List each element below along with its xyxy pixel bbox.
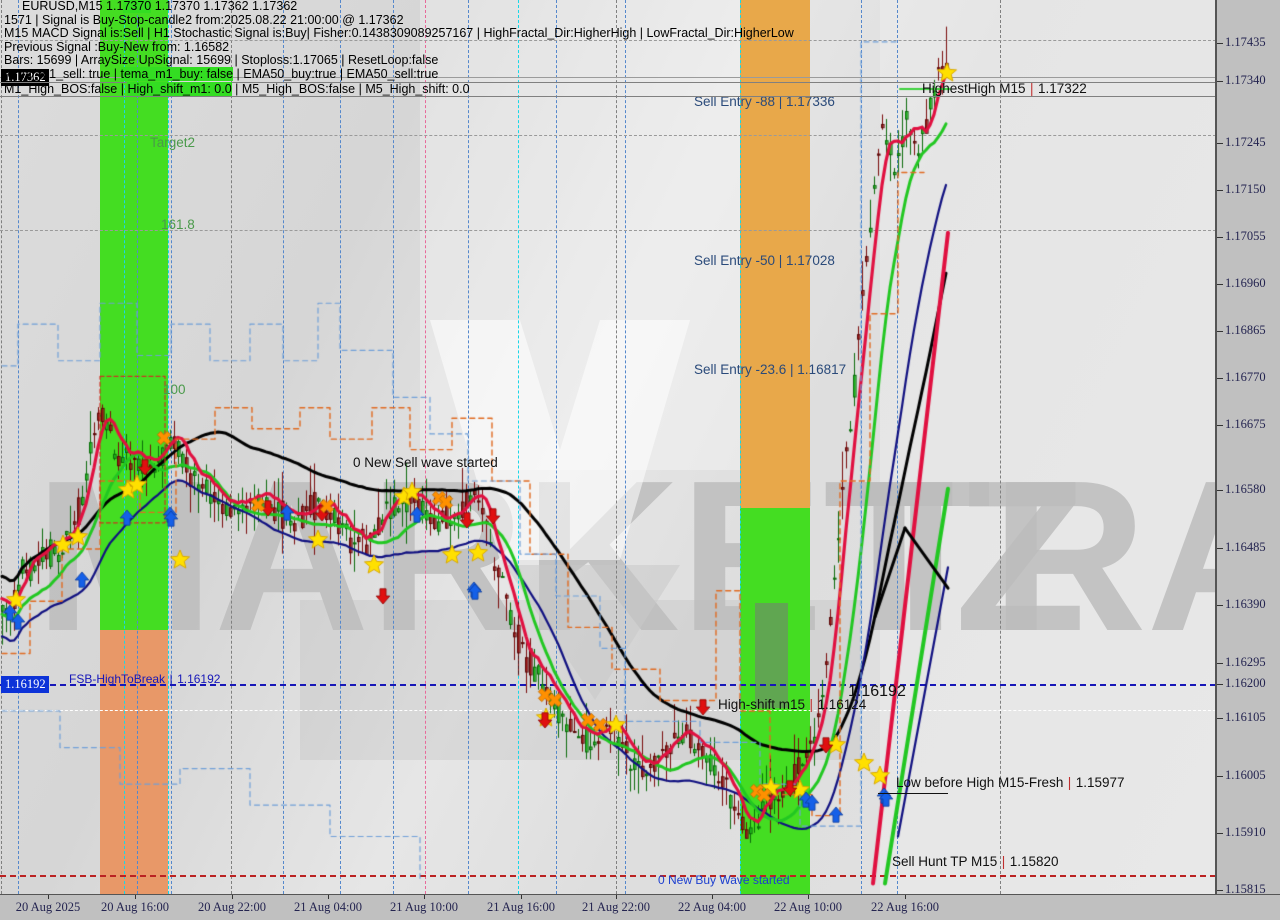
price-tick-label-16: 1.15910 [1225, 825, 1266, 839]
info-line-3: Previous Signal :Buy-New from: 1.16582 [4, 39, 230, 54]
annotation-fib-161-8: 161.8 [161, 217, 195, 232]
price-tick-9 [1217, 490, 1223, 491]
annotation-fsb-label: FSB-HighToBreak [69, 672, 166, 686]
price-tick-label-7: 1.16770 [1225, 370, 1266, 384]
price-tick-6 [1217, 331, 1223, 332]
price-tick-label-3: 1.17150 [1225, 182, 1266, 196]
annotation-fsb-high-to-break: FSB-HighToBreak | 1.16192 [69, 670, 220, 688]
time-tick-7 [712, 895, 713, 899]
time-tick-label-4: 21 Aug 10:00 [389, 900, 459, 914]
time-tick-5 [521, 895, 522, 899]
time-tick-label-8: 22 Aug 10:00 [773, 900, 843, 914]
price-tick-label-14: 1.16105 [1225, 710, 1266, 724]
price-tick-7 [1217, 378, 1223, 379]
price-tick-label-11: 1.16390 [1225, 597, 1266, 611]
annotation-fsb-value: 1.16192 [177, 672, 221, 686]
price-tick-label-5: 1.16960 [1225, 276, 1266, 290]
price-tick-16 [1217, 833, 1223, 834]
annotation-sell-hunt-tp-value: 1.15820 [1009, 854, 1059, 869]
price-tick-label-10: 1.16485 [1225, 540, 1266, 554]
price-tick-5 [1217, 284, 1223, 285]
annotation-low-before-high-value: 1.15977 [1075, 775, 1125, 790]
time-tick-label-1: 20 Aug 16:00 [100, 900, 170, 914]
price-tick-8 [1217, 425, 1223, 426]
annotation-sell-entry-236: Sell Entry -23.6 | 1.16817 [694, 362, 847, 377]
time-tick-2 [232, 895, 233, 899]
price-tick-14 [1217, 718, 1223, 719]
price-tick-label-8: 1.16675 [1225, 417, 1266, 431]
annotation-low-before-high: Low before High M15-Fresh | 1.15977 [896, 774, 1125, 792]
time-tick-label-9: 22 Aug 16:00 [870, 900, 940, 914]
price-tick-2 [1217, 143, 1223, 144]
annotation-high-shift-m15: High-shift m15 | 1.16124 [718, 696, 866, 714]
info-line-1: 1571 | Signal is Buy-Stop-candle2 from:2… [4, 12, 404, 27]
annotation-new-buy-wave: 0 New Buy Wave started [658, 873, 790, 887]
price-tick-label-4: 1.17055 [1225, 229, 1266, 243]
time-tick-label-0: 20 Aug 2025 [15, 900, 81, 914]
time-tick-4 [424, 895, 425, 899]
price-tick-10 [1217, 548, 1223, 549]
time-tick-label-2: 20 Aug 22:00 [197, 900, 267, 914]
info-line-6: M1_High_BOS:false | High_shift_m1: 0.0 |… [0, 81, 1216, 98]
price-axis[interactable]: 1.17435 1.17340 1.17245 1.17150 1.17055 1.169… [1216, 0, 1280, 896]
time-tick-1 [135, 895, 136, 899]
annotation-new-sell-wave: 0 New Sell wave started [353, 455, 498, 470]
price-tick-1 [1217, 81, 1223, 82]
time-tick-9 [905, 895, 906, 899]
annotation-fib-100: 100 [163, 382, 186, 397]
annotation-high-shift-sep: | [809, 697, 814, 712]
annotation-low-before-high-underline [878, 793, 948, 794]
time-tick-0 [48, 895, 49, 899]
price-tick-12 [1217, 663, 1223, 664]
time-tick-8 [808, 895, 809, 899]
annotation-price-callout: 1.16192 [848, 683, 906, 700]
price-tick-0 [1217, 43, 1223, 44]
time-axis[interactable]: 20 Aug 2025 20 Aug 16:00 20 Aug 22:00 21 Au… [0, 894, 1280, 920]
price-tick-label-12: 1.16295 [1225, 655, 1266, 669]
annotation-sell-hunt-tp: Sell Hunt TP M15 | 1.15820 [892, 853, 1059, 871]
info-panel: EURUSD,M15 1.17370 1.17370 1.17362 1.173… [0, 0, 1216, 98]
time-tick-label-5: 21 Aug 16:00 [486, 900, 556, 914]
info-line-0: EURUSD,M15 1.17370 1.17370 1.17362 1.173… [22, 0, 298, 13]
annotation-low-before-high-sep: | [1067, 775, 1072, 790]
info-line-5: tema_m1_sell: true | tema_m1_buy: false … [4, 66, 439, 81]
time-tick-label-6: 21 Aug 22:00 [581, 900, 651, 914]
price-tick-13 [1217, 684, 1223, 685]
price-tick-label-2: 1.17245 [1225, 135, 1266, 149]
price-tick-11 [1217, 605, 1223, 606]
price-tick-label-9: 1.16580 [1225, 482, 1266, 496]
time-tick-label-3: 21 Aug 04:00 [293, 900, 363, 914]
info-line-2: M15 MACD Signal is:Sell | H1 Stochastic … [4, 26, 794, 41]
info-line-4: Bars: 15699 | ArraySize UpSignal: 15699 … [4, 53, 439, 68]
chart-plot-area[interactable]: MARKETZ TRADE [0, 0, 1216, 894]
price-tick-label-1: 1.17340 [1225, 73, 1266, 87]
time-tick-3 [328, 895, 329, 899]
time-tick-label-7: 22 Aug 04:00 [677, 900, 747, 914]
price-tick-15 [1217, 776, 1223, 777]
price-tick-label-0: 1.17435 [1225, 35, 1266, 49]
price-tick-label-15: 1.16005 [1225, 768, 1266, 782]
price-tick-3 [1217, 190, 1223, 191]
price-tick-label-13: 1.16200 [1225, 676, 1266, 690]
annotation-sell-hunt-tp-sep: | [1001, 854, 1006, 869]
annotation-fsb-sep: | [169, 672, 173, 686]
annotation-low-before-high-label: Low before High M15-Fresh [896, 775, 1064, 790]
price-tick-label-6: 1.16865 [1225, 323, 1266, 337]
annotation-sell-hunt-tp-label: Sell Hunt TP M15 [892, 854, 998, 869]
price-badge-level: 1.16192 [1, 676, 49, 693]
annotation-target2: Target2 [150, 135, 196, 150]
annotation-high-shift-label: High-shift m15 [718, 697, 806, 712]
price-tick-17 [1217, 890, 1223, 891]
annotation-sell-entry-50: Sell Entry -50 | 1.17028 [694, 253, 835, 268]
price-tick-4 [1217, 237, 1223, 238]
price-tick-label-17: 1.15815 [1225, 882, 1266, 896]
time-tick-6 [616, 895, 617, 899]
